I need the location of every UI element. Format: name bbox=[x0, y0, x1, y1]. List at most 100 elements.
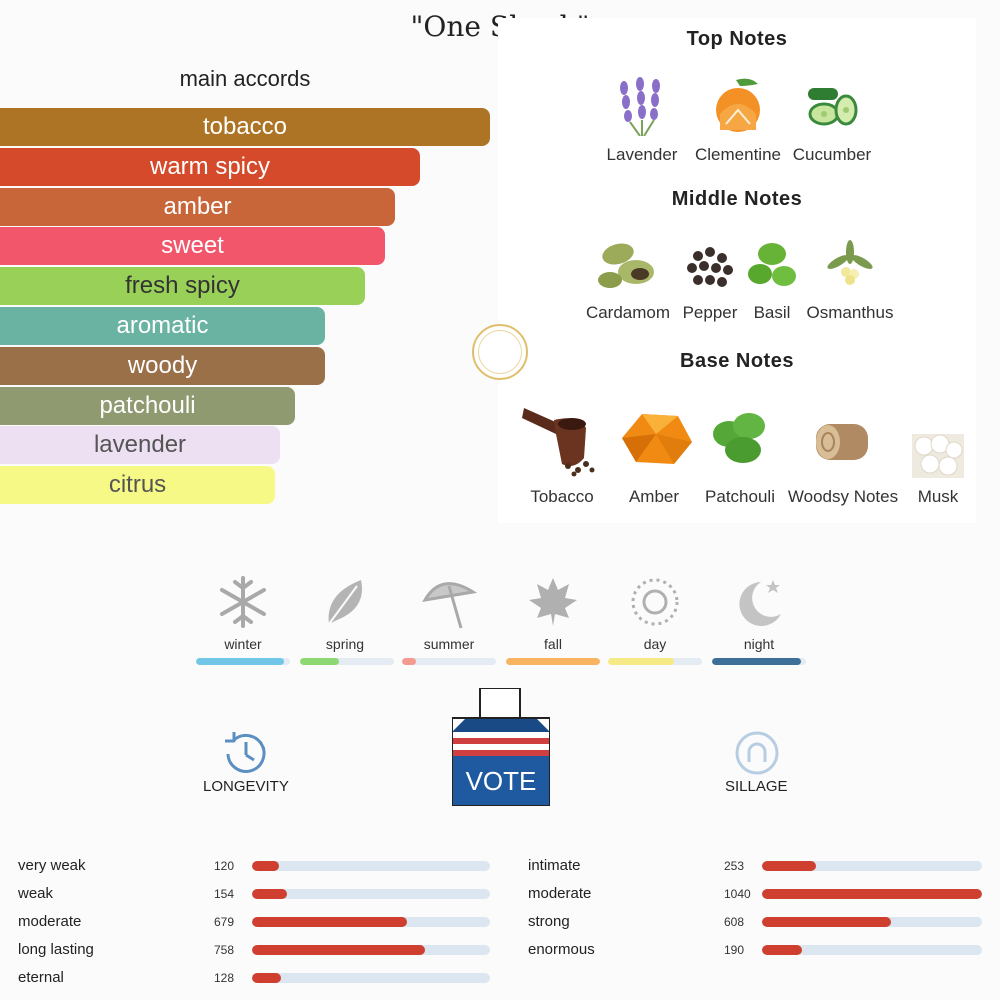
note-amber[interactable]: Amber bbox=[616, 394, 692, 507]
note-basil[interactable]: Basil bbox=[746, 236, 798, 323]
vote-row[interactable]: weak 154 bbox=[18, 880, 490, 908]
basil-image bbox=[746, 236, 798, 299]
note-label: Cardamom bbox=[585, 303, 671, 322]
maple-leaf-icon bbox=[506, 572, 600, 632]
vote-bar-track bbox=[762, 889, 982, 899]
season-fall[interactable]: fall bbox=[506, 572, 600, 652]
note-label: Lavender bbox=[606, 145, 678, 164]
accord-bar: patchouli bbox=[0, 386, 295, 425]
vote-label: VOTE bbox=[465, 766, 537, 796]
note-lavender[interactable]: Lavender bbox=[602, 74, 682, 165]
accord-bar: citrus bbox=[0, 466, 275, 505]
season-spring[interactable]: spring bbox=[298, 572, 392, 652]
vote-count: 154 bbox=[214, 887, 235, 901]
note-tobacco[interactable]: Tobacco bbox=[516, 394, 608, 507]
vote-row[interactable]: eternal 128 bbox=[18, 964, 490, 992]
season-bar-fill bbox=[608, 658, 674, 665]
vote-bar-fill bbox=[252, 861, 280, 871]
musk-image bbox=[910, 394, 966, 483]
note-cardamom[interactable]: Cardamom bbox=[582, 236, 674, 323]
amber-image bbox=[616, 394, 692, 483]
vote-row[interactable]: moderate 1040 bbox=[528, 880, 982, 908]
season-label: night bbox=[743, 636, 775, 652]
ballot-box-icon[interactable]: VOTE bbox=[451, 687, 551, 807]
umbrella-icon bbox=[402, 572, 496, 632]
vote-bar-fill bbox=[762, 917, 891, 927]
vote-bar-track bbox=[762, 917, 982, 927]
season-time-chart: winter spring summer bbox=[196, 572, 806, 672]
clock-icon bbox=[220, 728, 272, 783]
note-musk[interactable]: Musk bbox=[910, 394, 966, 507]
season-winter[interactable]: winter bbox=[196, 572, 290, 652]
note-pepper[interactable]: Pepper bbox=[678, 236, 742, 323]
vote-row[interactable]: long lasting 758 bbox=[18, 936, 490, 964]
vote-label: very weak bbox=[18, 857, 86, 874]
vote-row[interactable]: intimate 253 bbox=[528, 852, 982, 880]
vote-bar-track bbox=[252, 917, 490, 927]
season-bar-fill bbox=[196, 658, 285, 665]
season-bar-fill bbox=[712, 658, 802, 665]
vote-bar-fill bbox=[252, 917, 408, 927]
vote-bar-track bbox=[252, 973, 490, 983]
season-day[interactable]: day bbox=[608, 572, 702, 652]
main-accords-heading: main accords bbox=[179, 66, 311, 91]
vote-bar-track bbox=[252, 861, 490, 871]
osmanthus-image bbox=[802, 236, 898, 299]
vote-count: 190 bbox=[724, 943, 745, 957]
vote-row[interactable]: enormous 190 bbox=[528, 936, 982, 964]
vote-row[interactable]: moderate 679 bbox=[18, 908, 490, 936]
season-bar-fall bbox=[506, 658, 600, 665]
season-bar-day bbox=[608, 658, 702, 665]
accord-bar: fresh spicy bbox=[0, 267, 365, 306]
vote-count: 608 bbox=[724, 915, 745, 929]
season-label: spring bbox=[325, 636, 365, 652]
note-label: Musk bbox=[917, 487, 959, 506]
sillage-icon bbox=[734, 730, 780, 781]
vote-label: strong bbox=[528, 913, 570, 930]
patchouli-image bbox=[698, 394, 782, 483]
note-cucumber[interactable]: Cucumber bbox=[790, 74, 874, 165]
accord-bar: lavender bbox=[0, 426, 280, 465]
vote-bar-fill bbox=[762, 889, 982, 899]
season-night[interactable]: night bbox=[712, 572, 806, 652]
vote-label: long lasting bbox=[18, 941, 94, 958]
season-bar-fill bbox=[506, 658, 600, 665]
vote-row[interactable]: strong 608 bbox=[528, 908, 982, 936]
longevity-label: LONGEVITY bbox=[203, 778, 289, 795]
note-label: Cucumber bbox=[792, 145, 872, 164]
cardamom-image bbox=[582, 236, 674, 299]
season-bar-winter bbox=[196, 658, 290, 665]
season-label: day bbox=[643, 636, 667, 652]
vote-count: 253 bbox=[724, 859, 745, 873]
vote-bar-track bbox=[762, 945, 982, 955]
season-label: summer bbox=[423, 636, 475, 652]
accord-bar: amber bbox=[0, 187, 395, 226]
brand-logo bbox=[472, 324, 528, 380]
vote-label: enormous bbox=[528, 941, 595, 958]
note-label: Osmanthus bbox=[806, 303, 894, 322]
note-label: Patchouli bbox=[705, 487, 775, 506]
note-woodsy-notes[interactable]: Woodsy Notes bbox=[782, 394, 904, 507]
vote-bar-fill bbox=[762, 861, 816, 871]
season-summer[interactable]: summer bbox=[402, 572, 496, 652]
sillage-label: SILLAGE bbox=[725, 778, 788, 795]
note-clementine[interactable]: Clementine bbox=[688, 74, 788, 165]
season-bar-spring bbox=[300, 658, 394, 665]
accord-bar: warm spicy bbox=[0, 147, 420, 186]
top-notes-heading: Top Notes bbox=[686, 28, 788, 50]
vote-bar-fill bbox=[252, 973, 282, 983]
note-patchouli[interactable]: Patchouli bbox=[698, 394, 782, 507]
moon-stars-icon bbox=[712, 572, 806, 632]
vote-count: 120 bbox=[214, 859, 235, 873]
vote-count: 679 bbox=[214, 915, 235, 929]
clementine-image bbox=[688, 74, 788, 141]
leaf-icon bbox=[298, 572, 392, 632]
accord-bar: tobacco bbox=[0, 108, 490, 146]
pepper-image bbox=[678, 236, 742, 299]
note-label: Tobacco bbox=[530, 487, 594, 506]
vote-bar-track bbox=[762, 861, 982, 871]
vote-label: moderate bbox=[18, 913, 82, 930]
note-osmanthus[interactable]: Osmanthus bbox=[802, 236, 898, 323]
woodsy-notes-image bbox=[782, 394, 904, 483]
vote-row[interactable]: very weak 120 bbox=[18, 852, 490, 880]
